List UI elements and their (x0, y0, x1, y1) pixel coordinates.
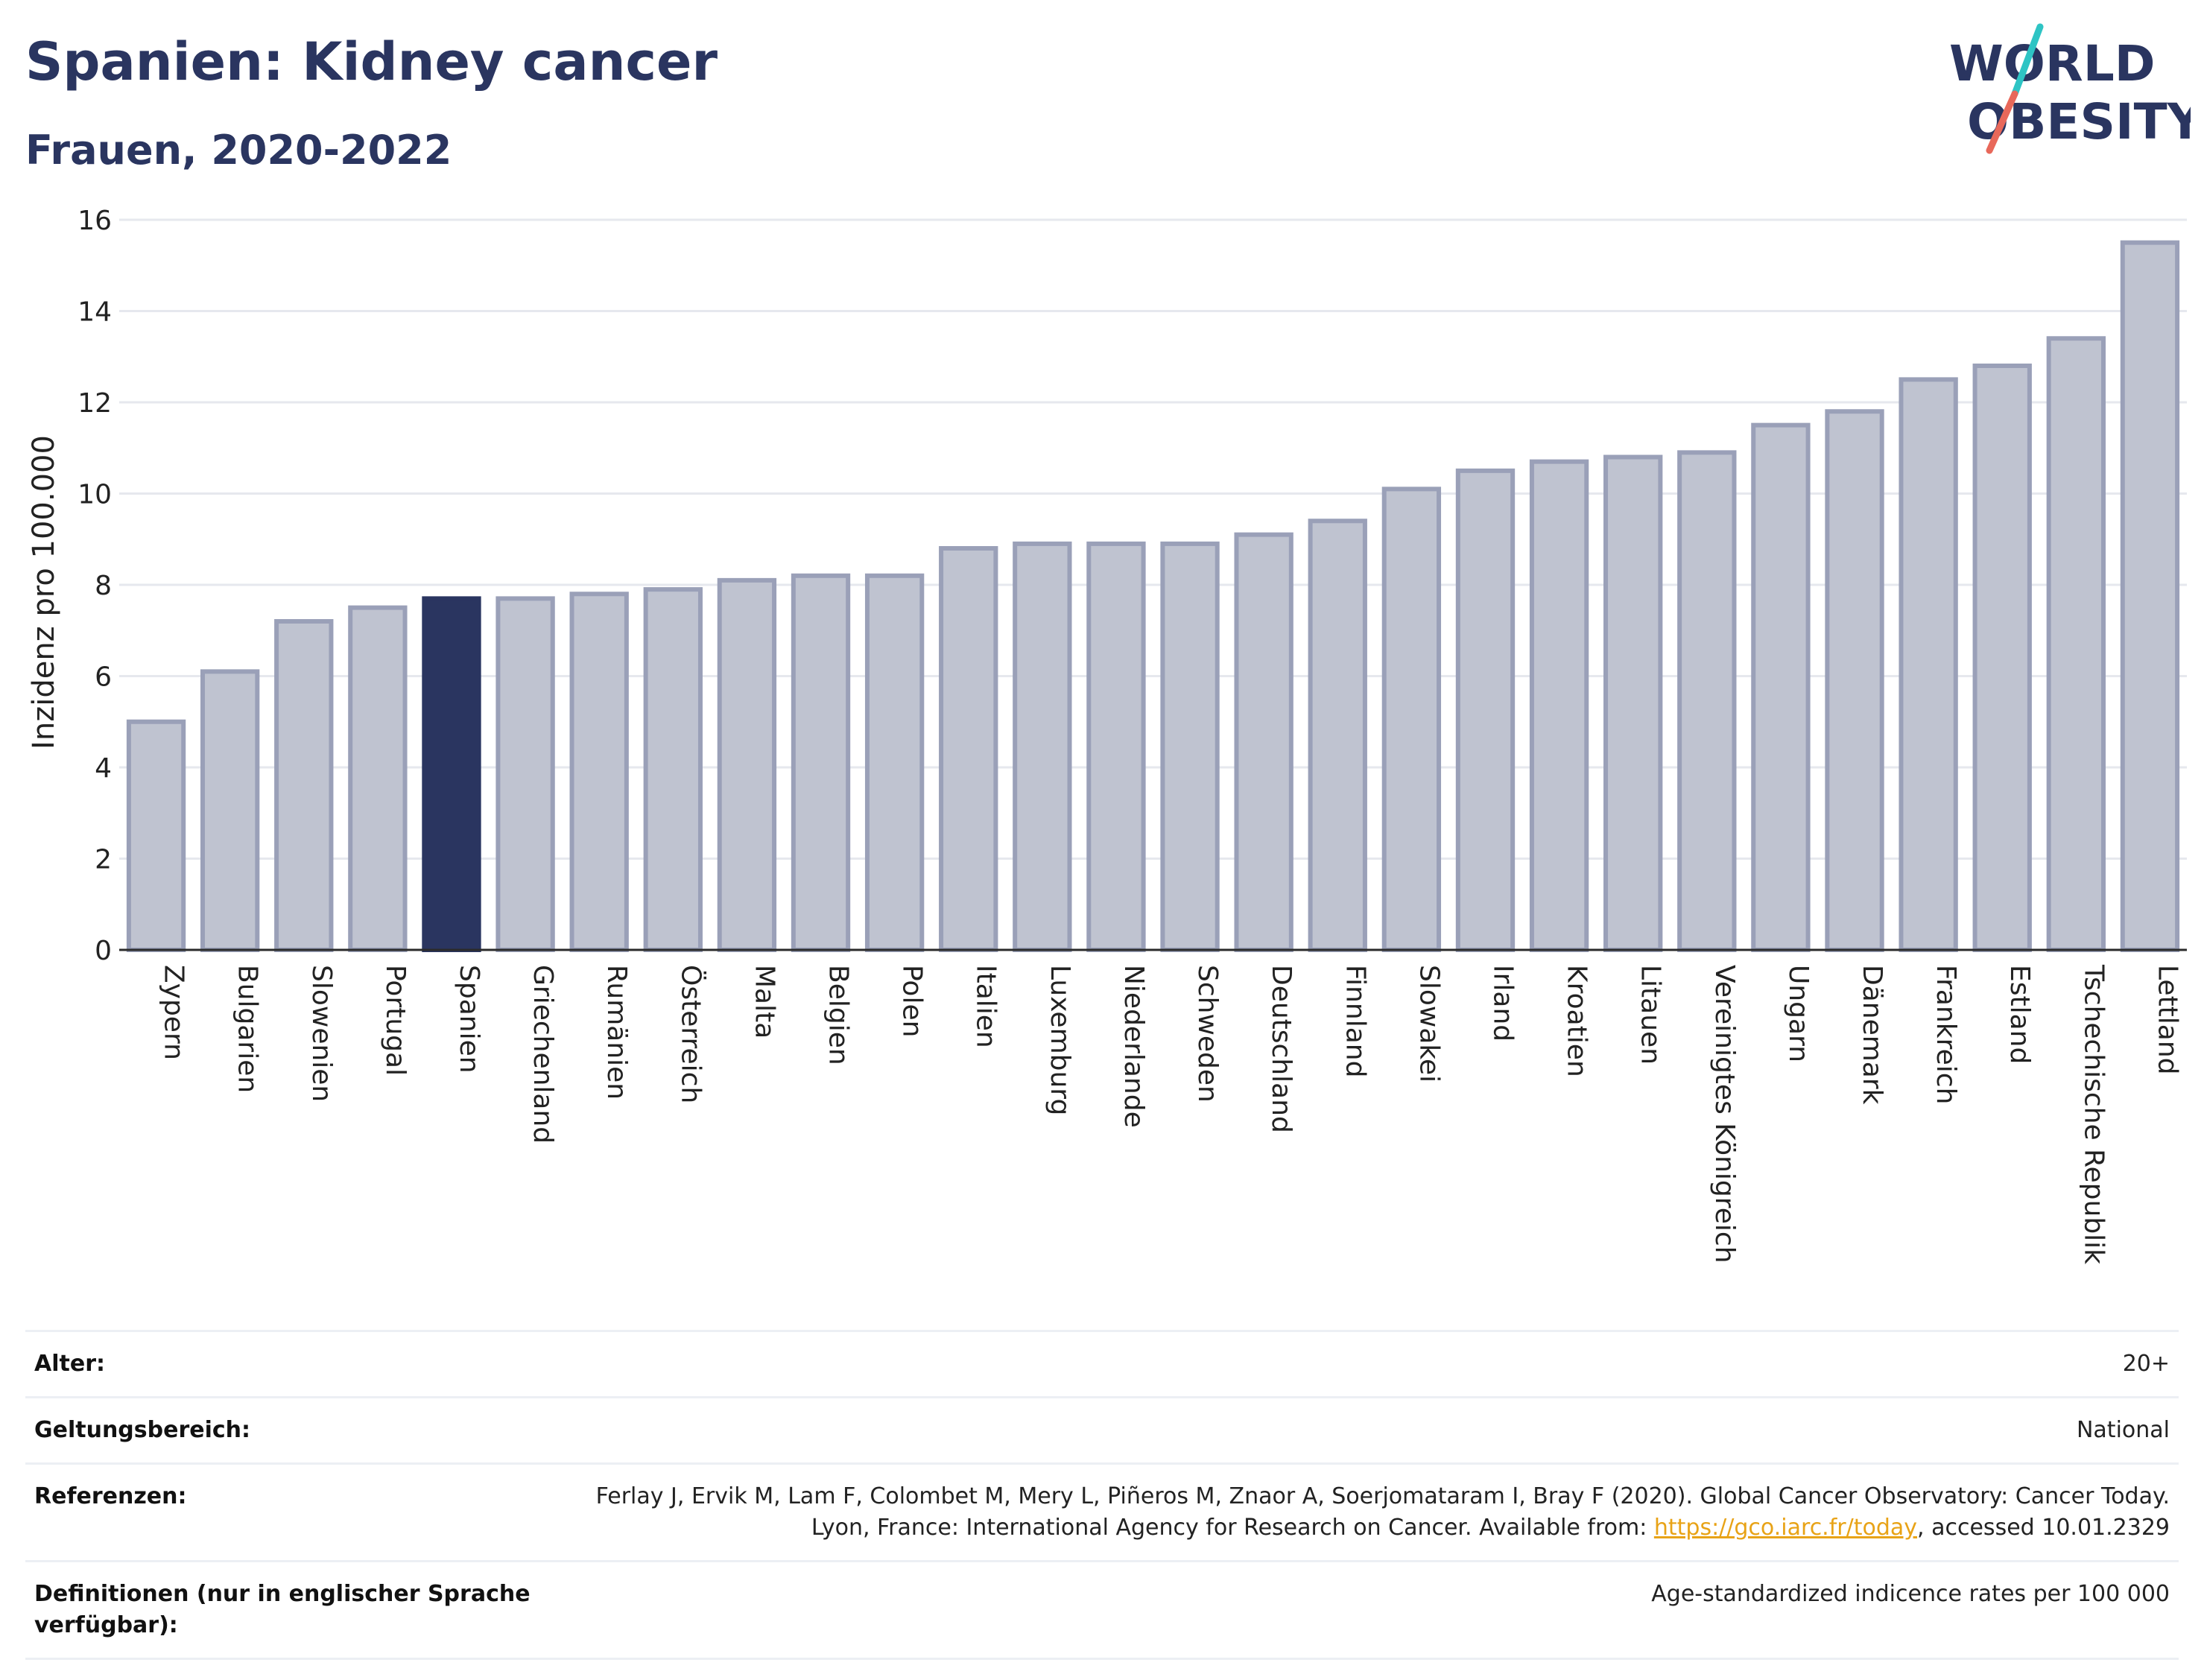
x-tick-label: Deutschland (1266, 965, 1296, 1133)
x-tick-label: Lettland (2152, 965, 2182, 1075)
definitions-value: Age-standardized indicence rates per 100… (1651, 1581, 2170, 1607)
y-axis-label: Inzidenz pro 100.000 (27, 435, 61, 749)
x-tick-label: Kroatien (1562, 965, 1592, 1077)
x-tick-label: Tschechische Republik (2078, 964, 2109, 1264)
bar-luxemburg (1013, 541, 1072, 952)
x-tick-label: Griechenland (528, 965, 558, 1144)
bar-slowakei (1381, 486, 1442, 952)
y-axis-ticks: 0 2 4 6 8 10 12 14 16 (77, 206, 112, 966)
y-tick-label: 6 (95, 662, 112, 693)
references-text: Ferlay J, Ervik M, Lam F, Colombet M, Me… (595, 1483, 2170, 1541)
references-value: Ferlay J, Ervik M, Lam F, Colombet M, Me… (568, 1481, 2170, 1544)
x-tick-label: Finnland (1340, 965, 1370, 1077)
bar-belgien (791, 573, 851, 952)
meta-row-definitions: Definitionen (nur in englischer Sprache … (25, 1560, 2179, 1660)
x-tick-label: Estland (2004, 965, 2035, 1064)
y-tick-label: 4 (95, 753, 112, 784)
scope-label: Geltungsbereich: (34, 1417, 251, 1443)
x-tick-label: Luxemburg (1045, 965, 1075, 1115)
x-tick-label: Frankreich (1931, 965, 1961, 1104)
x-tick-label: Schweden (1192, 965, 1223, 1103)
references-label: Referenzen: (34, 1483, 187, 1509)
bar-polen (864, 573, 925, 952)
chart-subtitle: Frauen, 2020-2022 (25, 127, 452, 174)
x-tick-label: Italien (971, 965, 1001, 1048)
bar-ungarn (1751, 422, 1811, 952)
y-tick-label: 8 (95, 571, 112, 601)
x-tick-label: Malta (749, 965, 779, 1039)
bars (126, 240, 2180, 952)
bar-dänemark (1825, 409, 1884, 952)
x-tick-label: Rumänien (601, 965, 632, 1100)
age-label: Alter: (34, 1351, 105, 1377)
x-tick-label: Portugal (380, 965, 411, 1076)
bar-portugal (348, 605, 408, 952)
meta-row-scope: Geltungsbereich: National (25, 1396, 2179, 1462)
bar-malta (717, 577, 777, 952)
bar-chart: 0 2 4 6 8 10 12 14 16 Zypern Bulgarien Slowenien Po… (27, 206, 2187, 1264)
bar-kroatien (1529, 459, 1589, 952)
bar-spanien (422, 596, 481, 952)
x-tick-label: Bulgarien (232, 965, 263, 1093)
bar-schweden (1160, 541, 1220, 952)
bar-litauen (1603, 454, 1663, 952)
y-tick-label: 0 (95, 936, 112, 966)
bar-deutschland (1234, 532, 1293, 952)
bar-zypern (126, 719, 186, 952)
bar-finnland (1308, 519, 1367, 952)
logo-slash-coral (1986, 90, 2018, 154)
bar-rumänien (569, 592, 629, 952)
bar-griechenland (495, 596, 555, 952)
bar-slowenien (274, 619, 334, 952)
chart-title: Spanien: Kidney cancer (25, 31, 718, 92)
x-tick-label: Vereinigtes Königreich (1709, 965, 1740, 1264)
x-tick-label: Österreich (675, 965, 706, 1103)
y-tick-label: 16 (77, 206, 112, 236)
bar-lettland (2120, 240, 2180, 952)
scope-value: National (2076, 1417, 2170, 1443)
x-tick-label: Dänemark (1857, 965, 1887, 1105)
x-tick-label: Irland (1487, 965, 1518, 1042)
meta-row-references: Referenzen: Ferlay J, Ervik M, Lam F, Co… (25, 1462, 2179, 1560)
x-tick-label: Niederlande (1118, 965, 1149, 1128)
logo-text-world: WORLD (1949, 35, 2156, 92)
bar-irland (1455, 468, 1516, 952)
y-tick-label: 14 (77, 297, 112, 328)
logo-slash-teal (2011, 23, 2044, 98)
bar-tschechische-republik (2046, 336, 2106, 952)
bar-österreich (643, 587, 703, 952)
x-tick-label: Spanien (454, 965, 484, 1074)
x-tick-label: Ungarn (1783, 965, 1814, 1062)
y-tick-label: 10 (77, 480, 112, 510)
metadata-table: Alter: 20+ Geltungsbereich: National Ref… (25, 1330, 2179, 1660)
bar-bulgarien (200, 669, 260, 952)
bar-frankreich (1899, 377, 1958, 952)
meta-row-age: Alter: 20+ (25, 1330, 2179, 1396)
references-link[interactable]: https://gco.iarc.fr/today (1653, 1515, 1918, 1541)
y-tick-label: 2 (95, 845, 112, 875)
bar-estland (1972, 364, 2032, 952)
y-tick-label: 12 (77, 388, 112, 419)
definitions-label: Definitionen (nur in englischer Sprache … (34, 1581, 531, 1638)
references-accessed: , accessed 10.01.2329 (1917, 1515, 2170, 1541)
x-tick-label: Polen (897, 965, 928, 1037)
bar-italien (939, 546, 998, 952)
age-value: 20+ (2122, 1351, 2170, 1377)
world-obesity-logo: WORLD OBESITY (1949, 23, 2191, 154)
x-tick-label: Zypern (159, 965, 189, 1060)
x-tick-label: Slowakei (1413, 965, 1444, 1083)
x-tick-label: Litauen (1635, 965, 1666, 1065)
x-tick-label: Belgien (823, 965, 854, 1065)
bar-vereinigtes-königreich (1677, 450, 1737, 952)
x-axis-labels: Zypern Bulgarien Slowenien Portugal Spanien G… (159, 964, 2183, 1264)
bar-niederlande (1086, 541, 1146, 952)
x-tick-label: Slowenien (306, 965, 337, 1102)
